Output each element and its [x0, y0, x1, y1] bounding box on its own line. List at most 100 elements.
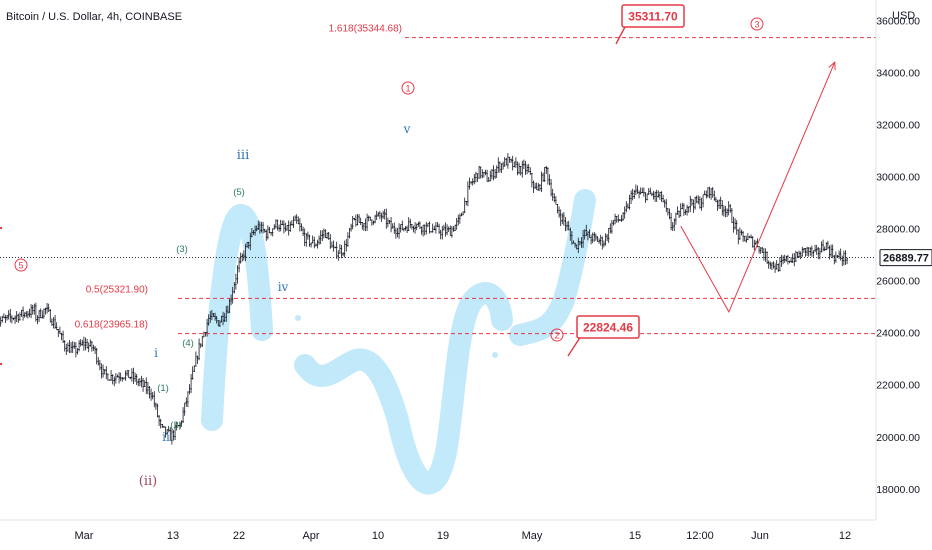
candle [147, 381, 149, 395]
candle [761, 247, 764, 253]
candle [252, 229, 255, 235]
candle [684, 209, 687, 215]
wave-label: (4) [182, 338, 194, 349]
candle [236, 265, 239, 284]
candle [297, 216, 300, 225]
target-callout[interactable]: 22824.46 [567, 315, 640, 357]
candle [556, 204, 559, 214]
candle [711, 187, 714, 198]
candle [70, 342, 72, 353]
candle [420, 226, 423, 235]
wave-label-text: i [154, 346, 158, 360]
candle [118, 372, 120, 384]
x-tick-label: 22 [233, 530, 245, 542]
candle [783, 254, 786, 263]
candle [414, 222, 416, 234]
wave-label-text: (5) [233, 187, 245, 198]
target-callout[interactable]: 35311.70 [615, 4, 685, 45]
candle [20, 309, 23, 317]
candle [46, 302, 48, 314]
candle [307, 231, 309, 240]
candle [599, 234, 602, 246]
candle [367, 215, 370, 222]
candle [27, 310, 29, 319]
candle [249, 232, 252, 251]
candle [465, 201, 468, 206]
candle [313, 236, 316, 249]
candle [97, 357, 100, 366]
candle [175, 421, 178, 431]
candle [467, 181, 469, 207]
candle [305, 233, 308, 247]
candle [92, 344, 95, 351]
candle [116, 374, 119, 378]
candle [607, 227, 610, 243]
candle [291, 220, 293, 226]
wave-label-text: (3) [176, 244, 188, 255]
candle [203, 331, 205, 338]
candle [412, 225, 415, 233]
candle [670, 213, 672, 231]
candle [451, 226, 453, 238]
candle [267, 225, 269, 240]
candle [299, 218, 301, 232]
candle [71, 341, 74, 353]
x-tick-label: 19 [437, 530, 449, 542]
candle [790, 257, 792, 263]
wave-label-text: (2) [170, 420, 182, 431]
candle [446, 224, 448, 236]
target-callouts-layer[interactable]: 35311.70 22824.46 [567, 4, 685, 357]
candle [63, 340, 66, 352]
wave-label: i [154, 346, 158, 360]
candle [52, 317, 55, 329]
candle [75, 342, 77, 358]
candle [676, 206, 679, 215]
wave-label-text: (4) [182, 338, 194, 349]
candle [615, 215, 618, 223]
wave-label-text: iii [237, 148, 249, 163]
candle [199, 343, 202, 348]
candle [231, 286, 234, 304]
price-axis[interactable]: 36000.00 34000.00 32000.00 30000.00 28000.00… [876, 16, 920, 496]
candle [271, 228, 274, 237]
candle [619, 218, 621, 221]
candle [823, 246, 826, 252]
candle [179, 421, 181, 429]
candle [1, 315, 4, 323]
candle [555, 196, 557, 205]
candle [590, 234, 592, 245]
candle [193, 365, 196, 372]
candle [745, 235, 748, 243]
candle [172, 430, 175, 441]
candle [407, 217, 410, 231]
candle [542, 172, 544, 182]
candle [694, 196, 696, 210]
target-value: 35311.70 [628, 10, 678, 24]
candle [604, 233, 607, 246]
candle [385, 208, 388, 229]
time-axis[interactable]: Mar 13 22 Apr 10 19 May 15 12:00 Jun 12 [75, 530, 852, 542]
candle [260, 221, 263, 233]
watermark-logo [201, 189, 596, 495]
candle [489, 170, 492, 182]
candle [100, 363, 103, 379]
candle [444, 222, 447, 237]
candle [503, 157, 506, 167]
candle [665, 199, 668, 213]
candle [673, 218, 676, 231]
candle [158, 414, 160, 426]
candle [139, 377, 141, 387]
candle [148, 385, 151, 399]
candle [841, 255, 844, 267]
candle [591, 232, 594, 244]
candle [502, 161, 504, 170]
candle [427, 223, 429, 228]
x-tick-label: 10 [372, 530, 384, 542]
candle [844, 250, 847, 265]
candle [115, 373, 117, 384]
candle [732, 216, 735, 233]
candle [523, 159, 525, 170]
candle [539, 184, 541, 192]
